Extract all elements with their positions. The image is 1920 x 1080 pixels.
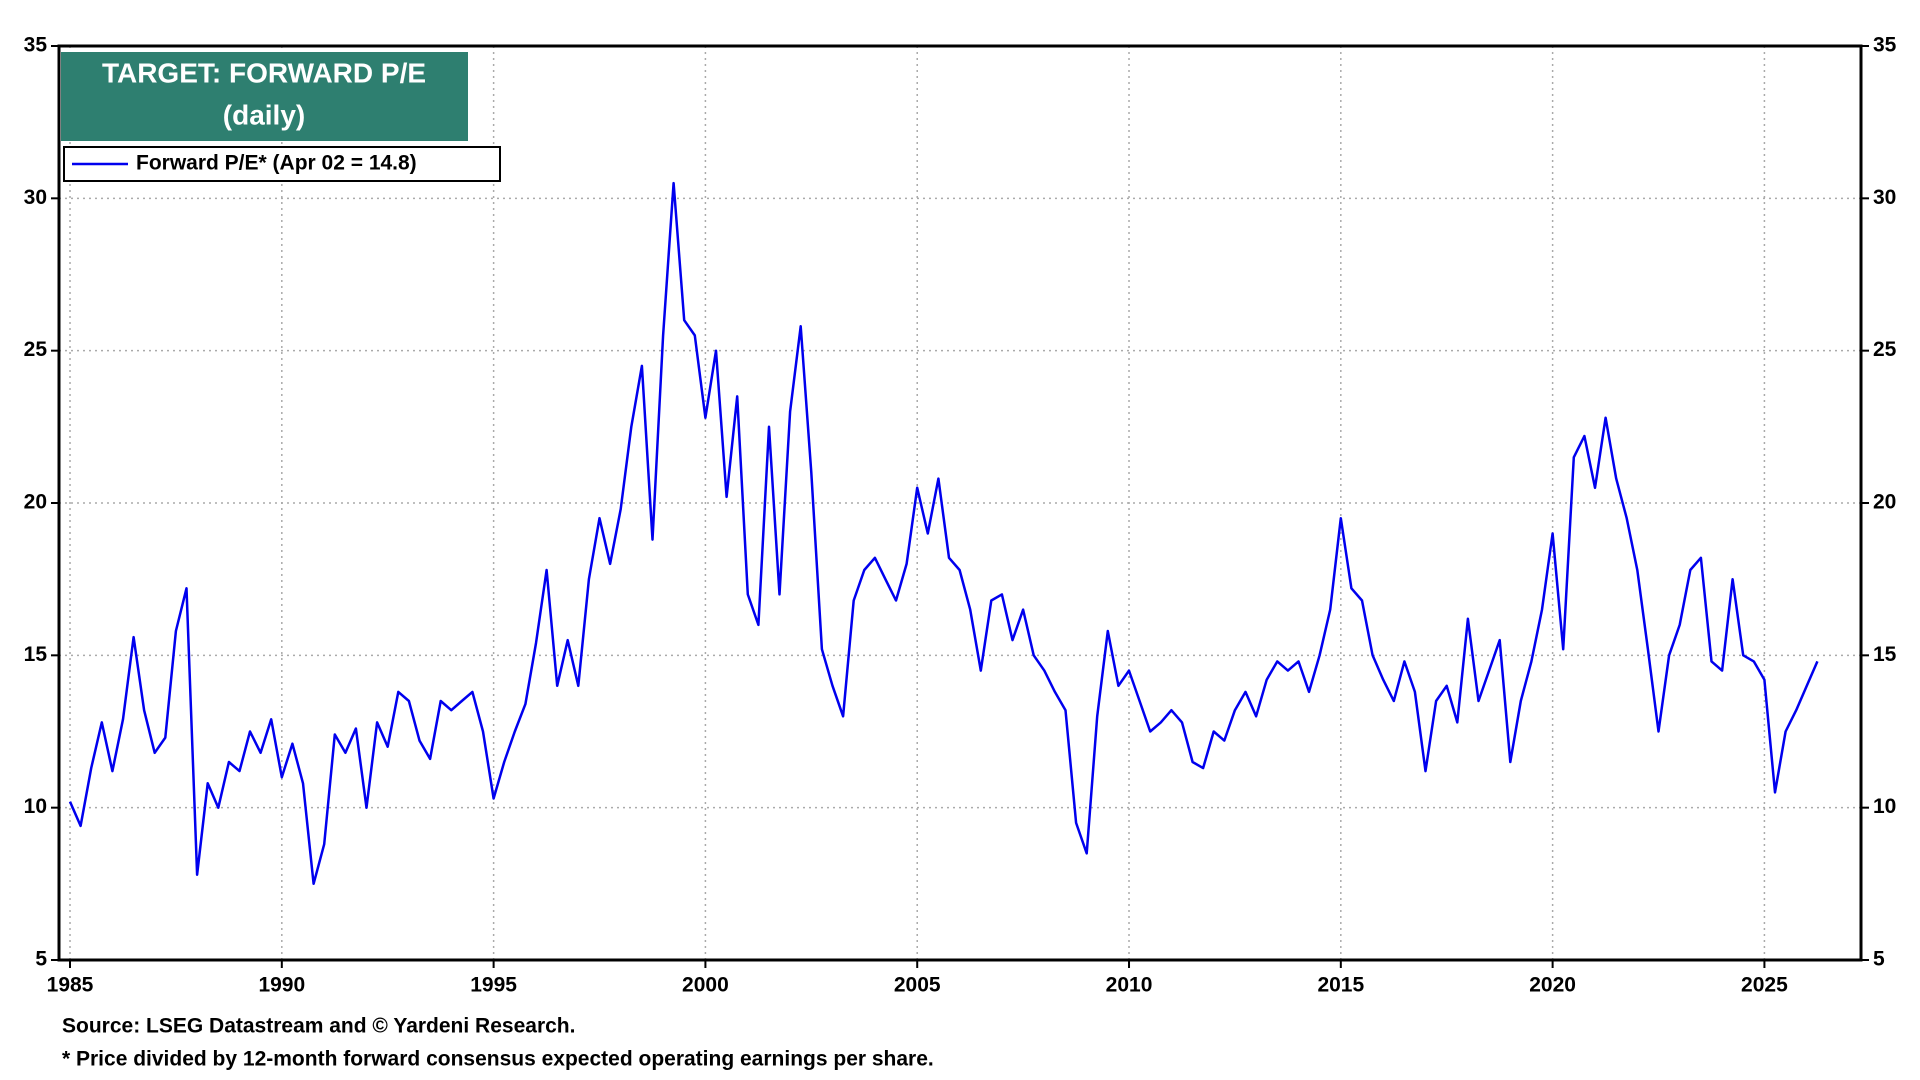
- x-tick-label: 1995: [470, 974, 517, 997]
- y-tick-label: 25: [24, 338, 48, 361]
- x-tick-label: 1985: [47, 974, 94, 997]
- y-tick-label: 5: [35, 948, 47, 971]
- legend-label: Forward P/E* (Apr 02 = 14.8): [136, 152, 417, 175]
- x-tick-label: 2025: [1741, 974, 1788, 997]
- legend-box: [63, 146, 501, 182]
- y2-tick-label: 10: [1873, 795, 1896, 818]
- y2-tick-label: 25: [1873, 338, 1897, 361]
- chart-subtitle: (daily): [223, 99, 305, 130]
- y-tick-label: 20: [24, 491, 47, 514]
- y-tick-label: 35: [24, 34, 48, 57]
- source-note: Source: LSEG Datastream and © Yardeni Re…: [62, 1015, 575, 1038]
- y-tick-label: 15: [24, 643, 48, 666]
- x-tick-label: 1990: [258, 974, 305, 997]
- footnote: * Price divided by 12-month forward cons…: [62, 1048, 934, 1071]
- y2-tick-label: 15: [1873, 643, 1897, 666]
- x-tick-label: 2000: [682, 974, 729, 997]
- y2-tick-label: 35: [1873, 34, 1897, 57]
- y2-tick-label: 20: [1873, 491, 1896, 514]
- x-tick-label: 2020: [1529, 974, 1576, 997]
- x-tick-label: 2010: [1106, 974, 1153, 997]
- y2-tick-label: 5: [1873, 948, 1885, 971]
- chart-title: TARGET: FORWARD P/E: [102, 57, 426, 88]
- y-tick-label: 10: [24, 795, 47, 818]
- x-tick-label: 2015: [1317, 974, 1364, 997]
- line-series: [68, 181, 1819, 886]
- y2-tick-label: 30: [1873, 186, 1896, 209]
- title-box: [61, 52, 468, 141]
- y-tick-label: 30: [24, 186, 47, 209]
- x-tick-label: 2005: [894, 974, 941, 997]
